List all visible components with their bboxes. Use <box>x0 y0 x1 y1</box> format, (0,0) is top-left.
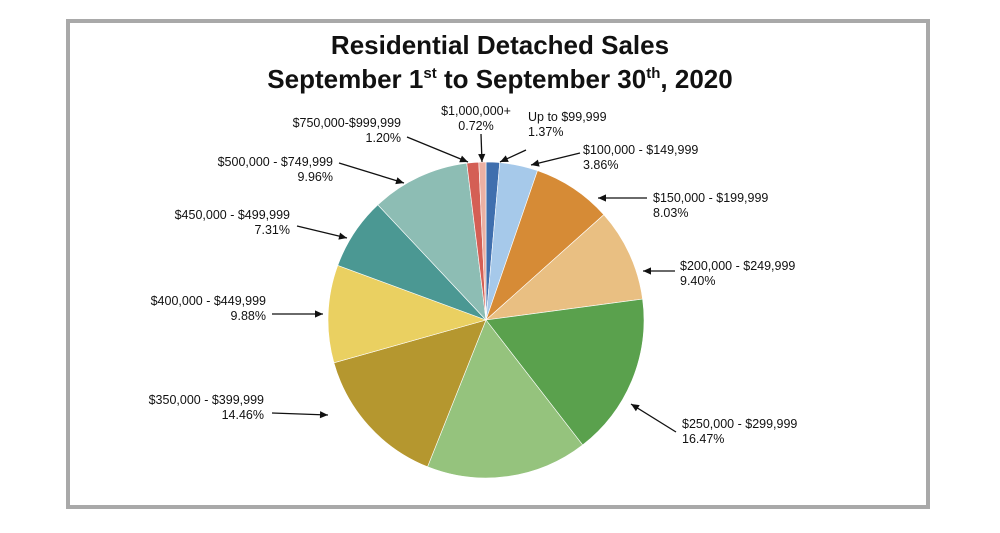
slice-label: $450,000 - $499,999 7.31% <box>175 208 290 237</box>
label-arrowhead <box>338 232 347 240</box>
slice-label-range: $750,000-$999,999 <box>293 116 401 130</box>
slice-label-percent: 0.72% <box>458 119 493 133</box>
slice-label-range: $500,000 - $749,999 <box>218 155 333 169</box>
pie-slice <box>377 162 487 321</box>
chart-title: Residential Detached Sales September 1st… <box>267 30 732 94</box>
title-text-part: , 2020 <box>660 64 732 94</box>
label-arrowhead <box>395 177 404 185</box>
slice-label-percent: 14.46% <box>222 408 264 422</box>
label-arrowhead <box>459 155 468 163</box>
slice-label-percent: 8.03% <box>653 206 688 220</box>
slice-label-range: $250,000 - $299,999 <box>682 417 797 431</box>
slice-label: Up to $99,999 1.37% <box>528 110 607 139</box>
slice-label-range: $350,000 - $399,999 <box>149 393 264 407</box>
slice-label-range: $100,000 - $149,999 <box>583 143 698 157</box>
slice-label-percent: 9.96% <box>298 170 333 184</box>
slice-label-percent: 7.31% <box>255 223 290 237</box>
slice-label: $250,000 - $299,999 16.47% <box>682 417 797 446</box>
slice-label: $1,000,000+ 0.72% <box>441 104 511 133</box>
slice-label-percent: 1.20% <box>366 131 401 145</box>
label-arrow-line <box>630 403 677 433</box>
title-line-1: Residential Detached Sales <box>331 30 669 60</box>
label-arrowhead <box>531 159 540 167</box>
slice-label: $400,000 - $449,999 9.88% <box>151 294 266 323</box>
slice-label-percent: 9.40% <box>680 274 715 288</box>
label-arrow-line <box>296 225 348 239</box>
title-superscript: th <box>646 65 660 82</box>
slice-label-range: $200,000 - $249,999 <box>680 259 795 273</box>
title-text-part: September 1 <box>267 64 423 94</box>
label-arrowhead <box>319 411 328 419</box>
slice-labels: Up to $99,999 1.37% $100,000 - $149,999 3.8… <box>149 104 798 446</box>
label-arrow-line <box>530 152 581 166</box>
label-arrow-line <box>338 162 405 184</box>
slice-label-percent: 3.86% <box>583 158 618 172</box>
label-arrows <box>271 133 677 433</box>
pie-slice <box>333 319 487 468</box>
label-arrowhead <box>478 153 486 162</box>
slice-label: $200,000 - $249,999 9.40% <box>680 259 795 288</box>
slice-label: $750,000-$999,999 1.20% <box>293 116 401 145</box>
slice-label: $100,000 - $149,999 3.86% <box>583 143 698 172</box>
pie-slice <box>327 265 487 364</box>
slice-label-percent: 9.88% <box>231 309 266 323</box>
label-arrowhead <box>631 404 640 412</box>
slice-label-range: $150,000 - $199,999 <box>653 191 768 205</box>
label-arrowhead <box>598 194 606 202</box>
label-arrow-line <box>271 412 329 416</box>
label-arrowhead <box>500 155 509 162</box>
pie-slices <box>327 161 645 479</box>
pie-slice <box>485 298 645 446</box>
slice-label-range: $450,000 - $499,999 <box>175 208 290 222</box>
pie-slice <box>427 319 584 479</box>
slice-label-percent: 1.37% <box>528 125 563 139</box>
pie-slice <box>478 161 487 321</box>
title-line-2: September 1st to September 30th, 2020 <box>267 64 732 94</box>
slice-label-percent: 16.47% <box>682 432 724 446</box>
label-arrow-line <box>406 136 469 163</box>
slice-label-range: $1,000,000+ <box>441 104 511 118</box>
slice-label-range: $400,000 - $449,999 <box>151 294 266 308</box>
title-text-part: to September 30 <box>437 64 647 94</box>
slice-label: $150,000 - $199,999 8.03% <box>653 191 768 220</box>
title-superscript: st <box>423 65 436 82</box>
slice-label-range: Up to $99,999 <box>528 110 607 124</box>
slice-label: $500,000 - $749,999 9.96% <box>218 155 333 184</box>
label-arrowhead <box>315 310 323 318</box>
slice-label: $350,000 - $399,999 14.46% <box>149 393 264 422</box>
label-arrowhead <box>643 267 651 275</box>
pie-slice <box>485 214 643 321</box>
